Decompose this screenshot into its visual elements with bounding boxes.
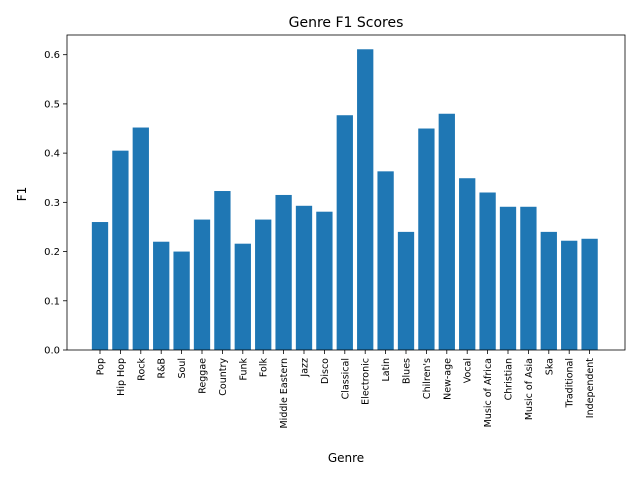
x-tick-label: Reggae bbox=[198, 358, 209, 394]
y-axis: 0.0 0.1 0.2 0.3 0.4 0.5 0.6 bbox=[44, 50, 67, 357]
bar-22 bbox=[540, 231, 557, 351]
bar-9 bbox=[275, 194, 292, 350]
bar-4 bbox=[173, 251, 190, 350]
bar-21 bbox=[520, 206, 537, 350]
bar-19 bbox=[479, 192, 496, 350]
y-tick-label: 0.1 bbox=[44, 296, 60, 307]
x-tick-label: New-age bbox=[442, 358, 453, 400]
bar-6 bbox=[214, 191, 231, 350]
bar-7 bbox=[234, 243, 251, 350]
bar-11 bbox=[316, 211, 333, 350]
x-tick-label: Country bbox=[218, 358, 229, 396]
x-tick-label: Middle Eastern bbox=[279, 358, 290, 429]
bar-8 bbox=[255, 219, 272, 350]
y-tick-label: 0.5 bbox=[44, 99, 60, 110]
x-tick-label: Chilren's bbox=[422, 358, 433, 399]
bar-23 bbox=[561, 240, 578, 350]
bar-16 bbox=[418, 128, 435, 350]
x-tick-label: Traditional bbox=[565, 358, 576, 408]
bars-group bbox=[91, 49, 598, 351]
x-tick-label: Classical bbox=[340, 358, 351, 399]
bar-17 bbox=[438, 113, 455, 350]
x-tick-label: Latin bbox=[381, 358, 392, 382]
y-tick-label: 0.2 bbox=[44, 247, 60, 258]
y-tick-label: 0.4 bbox=[44, 149, 60, 160]
x-tick-label: Vocal bbox=[463, 358, 474, 383]
bar-18 bbox=[459, 178, 476, 350]
x-tick-label: Funk bbox=[238, 358, 249, 381]
bar-0 bbox=[91, 222, 109, 350]
bar-24 bbox=[581, 238, 598, 350]
x-tick-label: Christian bbox=[504, 358, 515, 400]
bar-12 bbox=[336, 115, 353, 350]
chart-title: Genre F1 Scores bbox=[289, 15, 404, 31]
bar-2 bbox=[132, 127, 149, 350]
x-tick-label: Music of Asia bbox=[524, 358, 535, 420]
x-tick-label: Folk bbox=[259, 358, 270, 378]
x-tick-label: Rock bbox=[136, 358, 147, 381]
x-tick-label: Electronic bbox=[361, 358, 372, 405]
x-tick-label: Ska bbox=[544, 358, 555, 375]
x-axis-title: Genre bbox=[328, 451, 364, 465]
bar-14 bbox=[377, 171, 394, 350]
bar-3 bbox=[153, 241, 170, 350]
y-tick-label: 0.3 bbox=[44, 198, 60, 209]
bar-13 bbox=[357, 49, 374, 351]
x-tick-label: Pop bbox=[96, 358, 107, 375]
x-axis: Pop Hip Hop Rock R&B Soul Reggae Country Funk Fo… bbox=[96, 350, 596, 429]
bar-10 bbox=[295, 205, 313, 350]
x-tick-label: Soul bbox=[177, 358, 188, 379]
bar-5 bbox=[193, 219, 211, 350]
bar-20 bbox=[499, 206, 517, 350]
x-tick-label: Independent bbox=[585, 358, 596, 418]
x-tick-label: Jazz bbox=[300, 358, 311, 378]
y-axis-title: F1 bbox=[15, 187, 29, 202]
x-tick-label: Blues bbox=[402, 358, 413, 384]
y-tick-label: 0.0 bbox=[44, 346, 60, 357]
x-tick-label: Music of Africa bbox=[483, 358, 494, 427]
bar-15 bbox=[397, 231, 415, 351]
x-tick-label: R&B bbox=[157, 358, 168, 379]
plot-frame bbox=[66, 34, 626, 351]
y-tick-label: 0.6 bbox=[44, 50, 60, 61]
x-tick-label: Hip Hop bbox=[116, 358, 127, 396]
x-tick-label: Disco bbox=[320, 358, 331, 384]
bar-1 bbox=[112, 150, 129, 350]
